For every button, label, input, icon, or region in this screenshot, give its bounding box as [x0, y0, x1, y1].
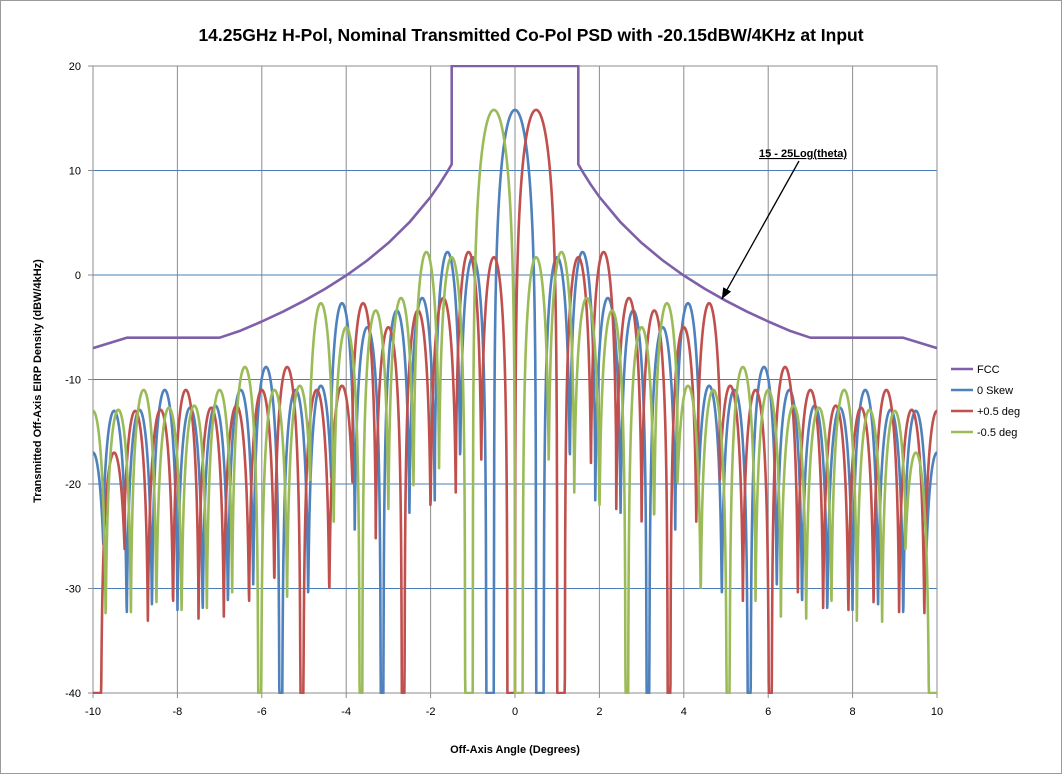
- x-tick-label: 0: [512, 706, 518, 718]
- y-tick-label: -30: [65, 584, 81, 596]
- x-tick-label: 2: [596, 706, 602, 718]
- series-line-fcc: [93, 65, 937, 350]
- x-axis-label: Off-Axis Angle (Degrees): [450, 744, 580, 756]
- legend: FCC 0 Skew +0.5 deg -0.5 deg: [951, 364, 1020, 439]
- y-tick-label: -20: [65, 479, 81, 491]
- y-tick-label: -10: [65, 375, 81, 387]
- y-tick-label: 20: [69, 61, 81, 73]
- y-tick-label: -40: [65, 688, 81, 700]
- annotation-arrow: [721, 160, 800, 300]
- annotation-arrowhead: [721, 287, 732, 300]
- legend-label: -0.5 deg: [977, 427, 1017, 439]
- series-line--0-5-deg: [93, 108, 937, 694]
- legend-label: +0.5 deg: [977, 406, 1020, 418]
- y-axis-label: Transmitted Off-Axis EIRP Density (dBW/4…: [32, 259, 44, 503]
- annotation-text: 15 - 25Log(theta): [759, 148, 847, 160]
- y-tick-label: 10: [69, 166, 81, 178]
- chart-title: 14.25GHz H-Pol, Nominal Transmitted Co-P…: [198, 25, 863, 45]
- series-group: [93, 65, 937, 694]
- x-tick-label: -10: [85, 706, 101, 718]
- x-tick-label: -2: [426, 706, 436, 718]
- x-tick-label: 6: [765, 706, 771, 718]
- legend-label: FCC: [977, 364, 1000, 376]
- legend-label: 0 Skew: [977, 385, 1013, 397]
- x-tick-label: -4: [341, 706, 351, 718]
- x-tick-label: 8: [850, 706, 856, 718]
- grid: [88, 65, 938, 698]
- x-tick-label: -6: [257, 706, 267, 718]
- x-tick-label: -8: [173, 706, 183, 718]
- series-line-0-skew: [93, 108, 937, 694]
- y-tick-label: 0: [75, 270, 81, 282]
- x-tick-label: 4: [681, 706, 687, 718]
- annotation: 15 - 25Log(theta): [721, 148, 847, 300]
- x-tick-label: 10: [931, 706, 943, 718]
